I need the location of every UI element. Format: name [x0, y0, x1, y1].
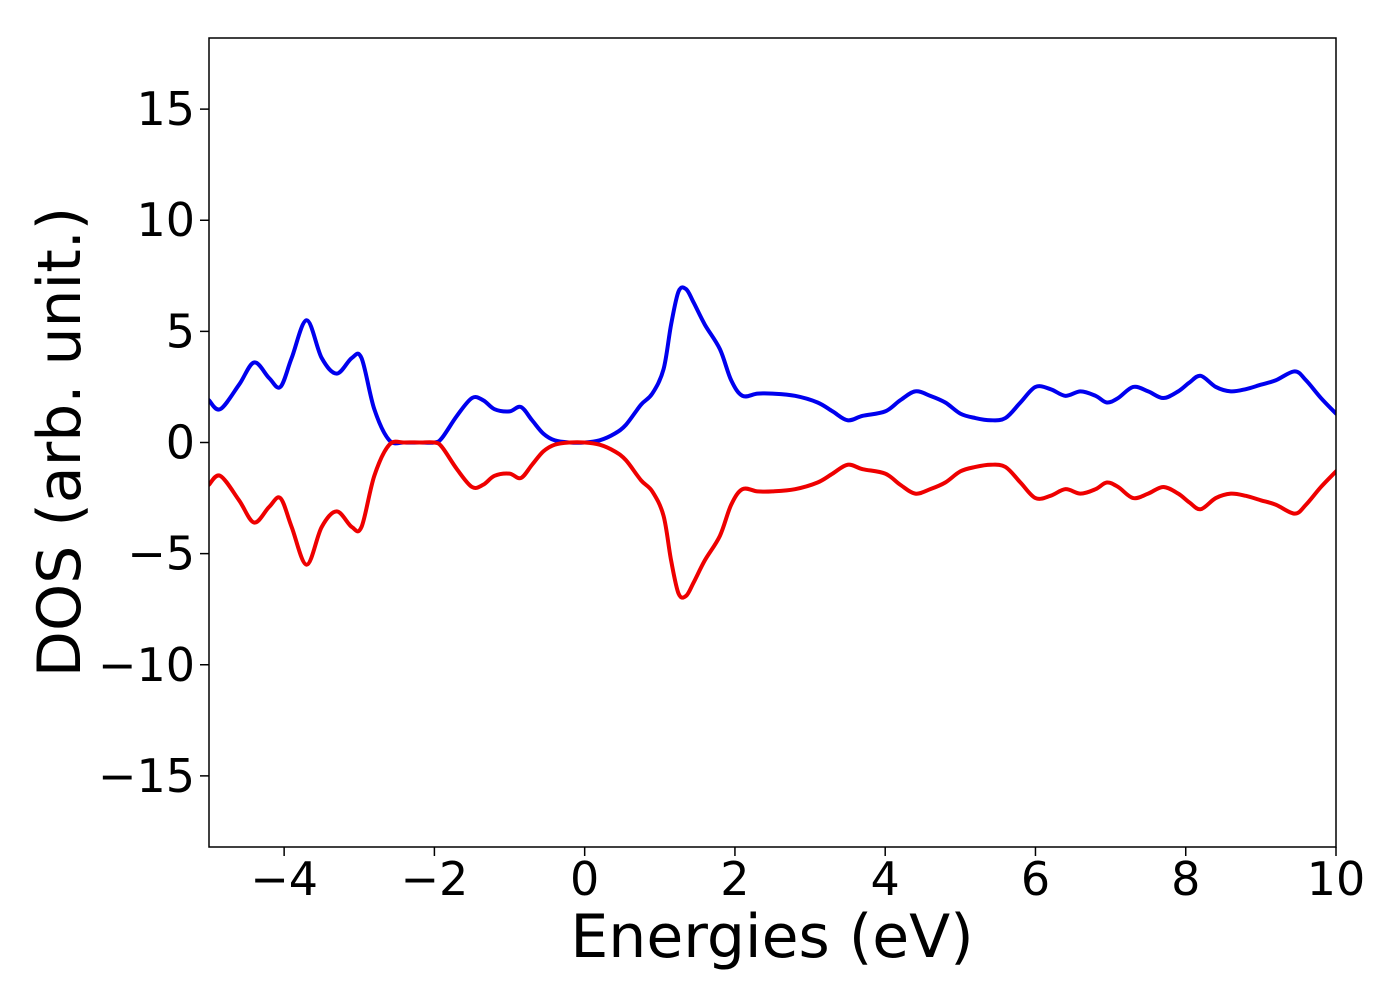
x-axis-label: Energies (eV): [570, 902, 973, 972]
x-tick-label: 2: [720, 852, 749, 906]
x-tick-label: 4: [871, 852, 900, 906]
x-tick-label: 6: [1021, 852, 1050, 906]
x-axis: −4 −2 0 2 4 6 8 10: [250, 847, 1365, 906]
spin-down-dos-line: [209, 439, 1336, 600]
y-axis: 15 10 5 0 −5 −10 −15: [98, 82, 209, 803]
x-tick-label: −2: [400, 852, 468, 906]
x-tick-label: 0: [570, 852, 599, 906]
y-axis-label: DOS (arb. unit.): [25, 207, 95, 677]
y-tick-label: 15: [136, 82, 195, 136]
y-tick-label: 0: [166, 416, 195, 470]
y-tick-label: −5: [127, 527, 195, 581]
series-layer: [209, 285, 1336, 600]
x-tick-label: −4: [250, 852, 318, 906]
x-tick-label: 10: [1307, 852, 1366, 906]
y-tick-label: −10: [98, 638, 195, 692]
y-tick-label: −15: [98, 749, 195, 803]
x-tick-label: 8: [1171, 852, 1200, 906]
y-tick-label: 5: [166, 304, 195, 358]
y-tick-label: 10: [136, 193, 195, 247]
